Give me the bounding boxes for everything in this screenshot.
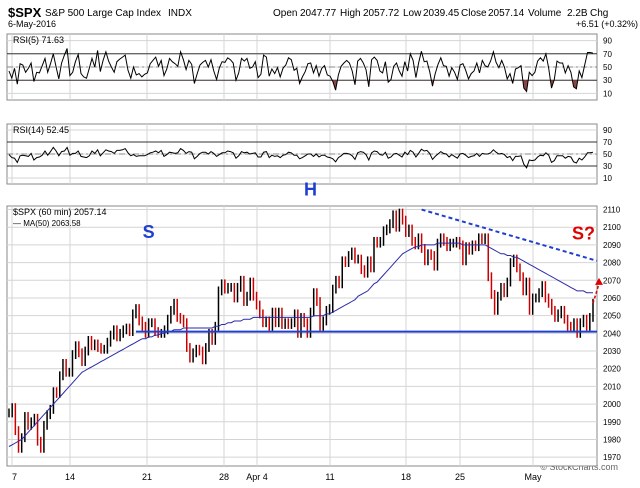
rsi5-rsi-line [8, 48, 594, 93]
pattern-annotation: H [304, 179, 317, 199]
price-y-tick-label: 2050 [603, 312, 621, 321]
price-y-tick-label: 1970 [603, 453, 621, 462]
watermark: © StockCharts.com [540, 462, 618, 472]
rsi14-y-tick-label: 70 [603, 138, 612, 147]
projection-arrow-head [595, 277, 603, 285]
rsi5-y-tick-label: 30 [603, 76, 612, 85]
chart-date: 6-May-2016 [8, 19, 56, 29]
pattern-annotation: S [143, 222, 155, 242]
rsi5-y-tick-label: 70 [603, 50, 612, 59]
rsi14-panel-title: RSI(14) 52.45 [13, 125, 69, 135]
low-value: 2039.45 [423, 8, 460, 19]
x-tick-label: 7 [12, 472, 17, 482]
x-tick-label: 28 [219, 472, 229, 482]
descending-trendline [421, 208, 598, 262]
price-y-tick-label: 2090 [603, 241, 621, 250]
volume-value: 2.2B [567, 8, 588, 19]
low-label: Low [403, 8, 422, 19]
pattern-annotation: S? [572, 224, 595, 244]
index-name: S&P 500 Large Cap Index [45, 8, 161, 19]
ma50-line [8, 242, 593, 447]
symbol-label: $SPX [8, 5, 42, 20]
x-tick-label: 14 [65, 472, 75, 482]
rsi14-y-tick-label: 90 [603, 126, 612, 135]
projection-arrow-shaft [592, 283, 600, 304]
rsi14-y-tick-label: 10 [603, 174, 612, 183]
price-y-tick-label: 1990 [603, 418, 621, 427]
volume-label: Volume [528, 8, 562, 19]
x-tick-label: 11 [325, 472, 334, 482]
rsi5-panel-title: RSI(5) 71.63 [13, 35, 64, 45]
x-tick-label: 21 [142, 472, 152, 482]
high-label: High [340, 8, 361, 19]
x-tick-label: 25 [455, 472, 465, 482]
high-value: 2057.72 [363, 8, 400, 19]
price-y-tick-label: 2010 [603, 382, 621, 391]
x-tick-label: May [524, 472, 542, 482]
price-y-tick-label: 2020 [603, 365, 621, 374]
price-y-tick-label: 2060 [603, 294, 621, 303]
price-y-tick-label: 2070 [603, 276, 621, 285]
open-value: 2047.77 [300, 8, 337, 19]
price-y-tick-label: 2000 [603, 400, 621, 409]
exchange-label: INDX [168, 8, 192, 19]
rsi14-y-tick-label: 50 [603, 150, 612, 159]
ma-legend-label: — MA(50) 2063.58 [13, 219, 81, 228]
x-tick-label: Apr 4 [246, 472, 268, 482]
x-tick-label: 18 [401, 472, 411, 482]
change-value: +6.51 (+0.32%) [576, 19, 638, 29]
price-y-tick-label: 2030 [603, 347, 621, 356]
change-label: Chg [590, 8, 608, 19]
rsi14-y-tick-label: 30 [603, 162, 612, 171]
price-y-tick-label: 2110 [603, 206, 621, 215]
price-y-tick-label: 1980 [603, 435, 621, 444]
close-value: 2057.14 [488, 8, 525, 19]
price-y-tick-label: 2040 [603, 329, 621, 338]
rsi5-y-tick-label: 90 [603, 37, 612, 46]
rsi5-y-tick-label: 10 [603, 89, 612, 98]
rsi14-rsi-line [8, 146, 594, 169]
price-panel-frame [6, 205, 598, 467]
price-y-tick-label: 2080 [603, 259, 621, 268]
close-label: Close [461, 8, 487, 19]
price-y-tick-label: 2100 [603, 223, 621, 232]
open-label: Open [273, 8, 297, 19]
price-panel-title: $SPX (60 min) 2057.14 [13, 207, 107, 217]
rsi5-y-tick-label: 50 [603, 63, 612, 72]
